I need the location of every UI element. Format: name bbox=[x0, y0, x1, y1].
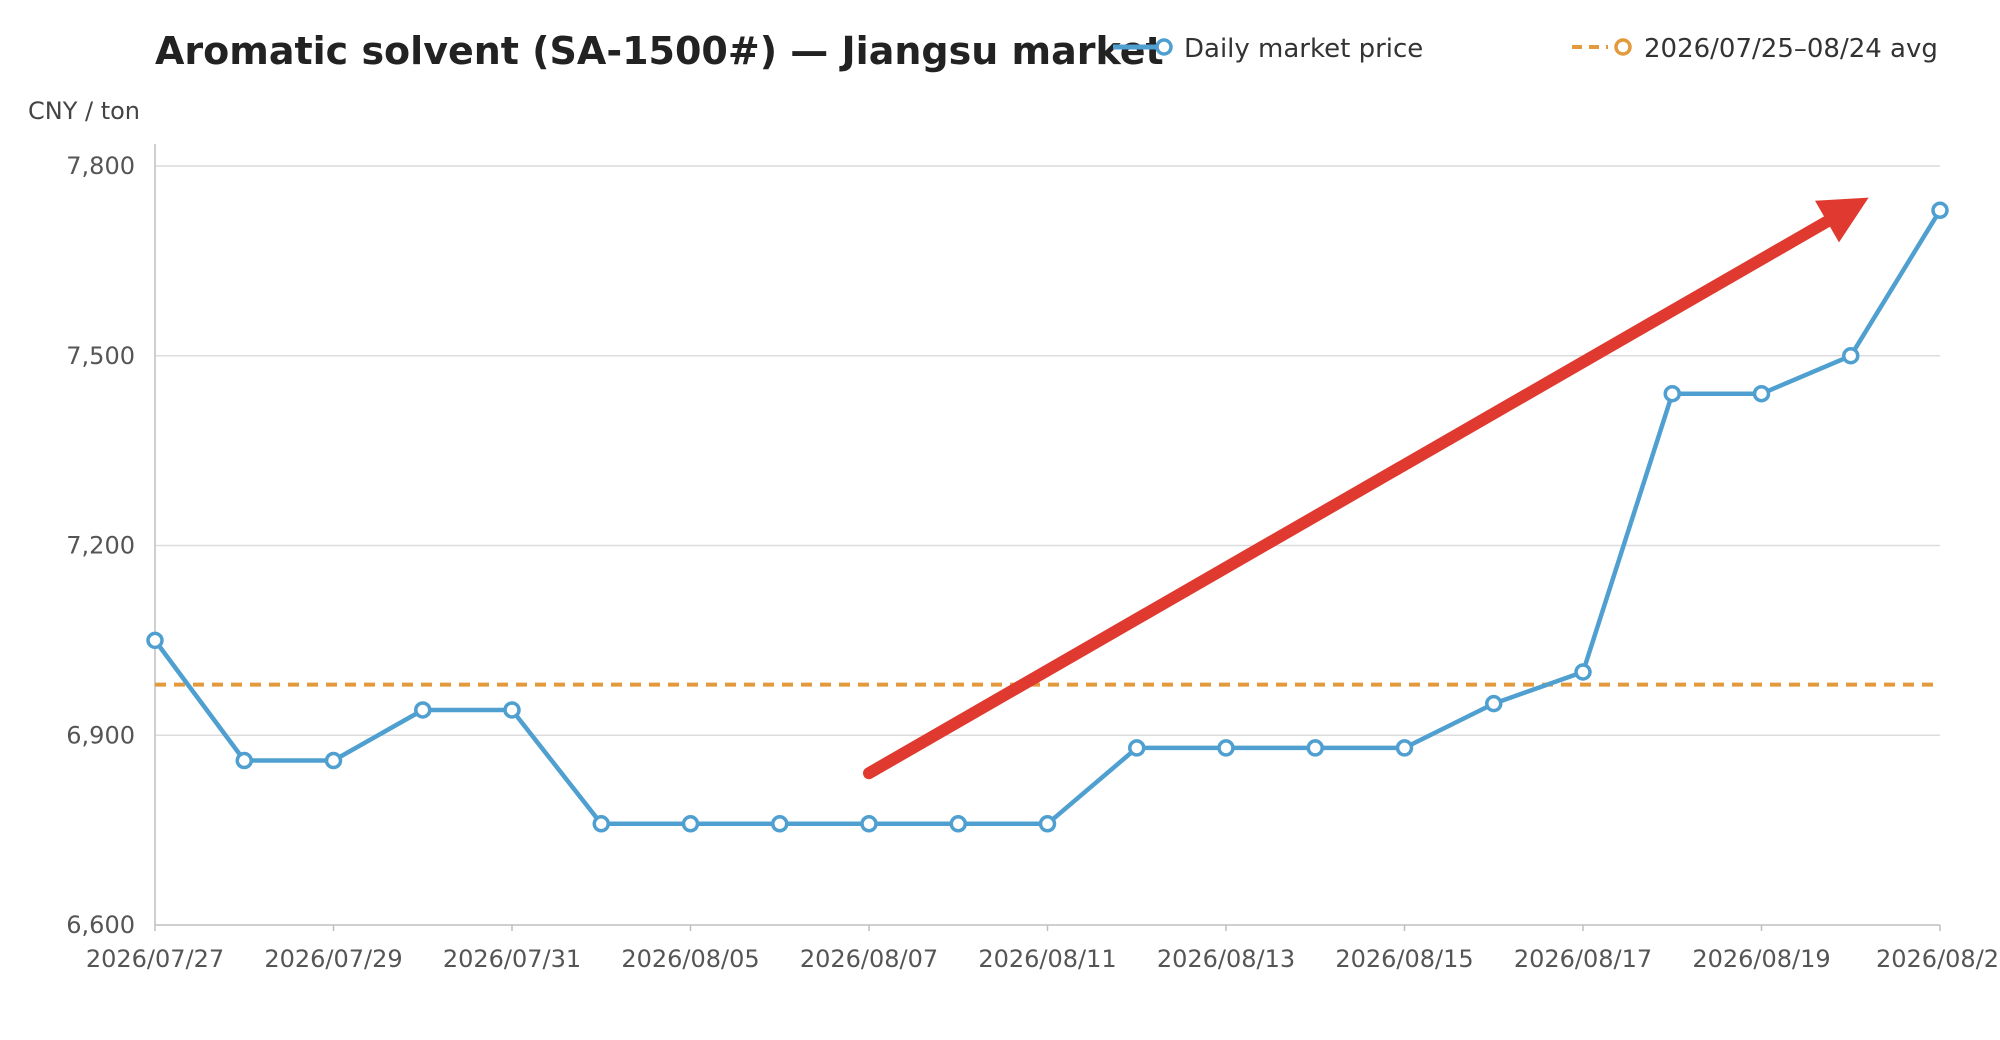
x-tick-labels: 2026/07/27 2026/07/29 2026/07/31 2026/08/05… bbox=[86, 925, 2000, 973]
chart-title: Aromatic solvent (SA-1500#) — Jiangsu ma… bbox=[155, 29, 1164, 73]
y-axis-label: CNY / ton bbox=[28, 97, 140, 125]
legend-label-avg: 2026/07/25–08/24 avg bbox=[1644, 34, 1938, 64]
axes bbox=[154, 144, 1940, 926]
x-tick-label: 2026/07/31 bbox=[443, 945, 581, 973]
price-point bbox=[324, 751, 343, 770]
y-tick-label: 6,600 bbox=[66, 911, 135, 939]
price-line bbox=[152, 208, 1943, 827]
price-point bbox=[1752, 384, 1771, 403]
legend-swatch-price-marker bbox=[1155, 38, 1173, 56]
legend: Daily market price 2026/07/25–08/24 avg bbox=[1113, 34, 1938, 64]
price-point bbox=[414, 701, 432, 719]
price-point bbox=[1485, 694, 1503, 713]
trend-arrow-shaft bbox=[863, 212, 1839, 780]
grid-lines bbox=[155, 165, 1940, 736]
legend-swatch-avg-marker bbox=[1614, 38, 1632, 56]
x-tick-label: 2026/08/19 bbox=[1692, 945, 1830, 973]
legend-label-price: Daily market price bbox=[1184, 34, 1423, 64]
y-tick-label: 7,800 bbox=[66, 152, 135, 180]
price-point bbox=[681, 815, 700, 833]
x-tick-label: 2026/08/17 bbox=[1514, 945, 1652, 973]
price-point bbox=[1128, 739, 1146, 757]
x-tick-label: 2026/07/29 bbox=[264, 945, 402, 973]
price-point bbox=[1217, 739, 1235, 757]
price-point bbox=[771, 815, 789, 833]
y-tick-label: 6,900 bbox=[66, 721, 135, 749]
price-point bbox=[1663, 384, 1681, 403]
y-tick-label: 7,200 bbox=[66, 532, 135, 560]
x-tick-label: 2026/08/11 bbox=[978, 945, 1116, 973]
x-tick-label: 2026/08/24 bbox=[1876, 945, 2000, 973]
price-point bbox=[1574, 663, 1592, 681]
price-point bbox=[860, 815, 878, 833]
price-point bbox=[1306, 739, 1324, 757]
trend-arrow-head bbox=[1815, 197, 1869, 243]
price-series-layer bbox=[146, 201, 1949, 833]
price-point bbox=[146, 631, 164, 650]
x-tick-label: 2026/08/05 bbox=[621, 945, 759, 973]
y-tick-label: 7,500 bbox=[66, 342, 135, 370]
price-point bbox=[503, 701, 521, 719]
price-point bbox=[1842, 347, 1860, 365]
price-point bbox=[1395, 739, 1414, 757]
price-point bbox=[1038, 815, 1057, 833]
price-point bbox=[592, 815, 610, 833]
x-tick-label: 2026/08/07 bbox=[800, 945, 938, 973]
x-tick-label: 2026/07/27 bbox=[86, 945, 224, 973]
price-point bbox=[949, 815, 967, 833]
price-point bbox=[235, 751, 253, 770]
y-tick-labels: 6,600 6,900 7,200 7,500 7,800 bbox=[66, 152, 135, 939]
price-point bbox=[1931, 201, 1949, 220]
x-tick-label: 2026/08/13 bbox=[1157, 945, 1295, 973]
trend-annotation-layer bbox=[863, 197, 1869, 780]
x-tick-label: 2026/08/15 bbox=[1335, 945, 1473, 973]
